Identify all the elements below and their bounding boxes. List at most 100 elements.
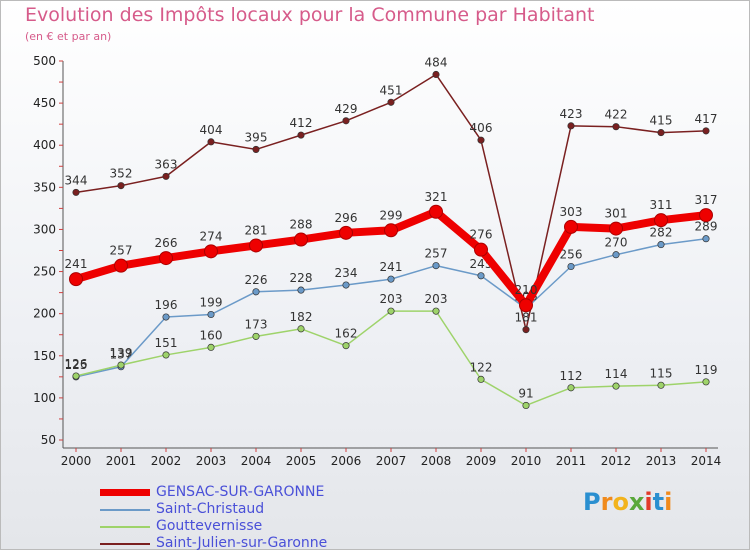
- data-point-saint-christaud: [162, 313, 170, 321]
- x-tick-label: 2005: [286, 454, 317, 468]
- data-point-gensac-sur-garonne: [384, 223, 398, 238]
- series-line-gouttevernisse: [75, 310, 707, 407]
- data-point-gouttevernisse: [522, 401, 530, 410]
- data-point-saint-christaud: [297, 286, 305, 294]
- data-label-gensac-sur-garonne: 296: [335, 211, 358, 225]
- x-tick-label: 2000: [61, 454, 92, 468]
- data-point-saint-julien-sur-garonne: [522, 326, 530, 334]
- data-label-saint-christaud: 234: [335, 266, 358, 280]
- data-point-saint-julien-sur-garonne: [117, 182, 125, 190]
- data-point-gensac-sur-garonne: [609, 221, 623, 236]
- data-label-gouttevernisse: 114: [605, 367, 628, 381]
- data-label-saint-julien-sur-garonne: 415: [650, 114, 673, 128]
- data-label-saint-julien-sur-garonne: 363: [155, 157, 178, 171]
- data-label-gensac-sur-garonne: 257: [110, 244, 133, 258]
- data-point-gouttevernisse: [297, 325, 305, 333]
- data-point-saint-christaud: [702, 235, 710, 243]
- data-label-saint-julien-sur-garonne: 484: [425, 55, 448, 69]
- data-point-gensac-sur-garonne: [519, 298, 533, 313]
- data-point-saint-christaud: [342, 281, 350, 289]
- x-tick-label: 2003: [196, 454, 227, 468]
- y-tick-label: 150: [33, 349, 56, 363]
- data-label-saint-christaud: 199: [200, 296, 223, 310]
- data-label-gouttevernisse: 91: [518, 386, 533, 400]
- data-label-gouttevernisse: 173: [245, 317, 268, 331]
- y-tick-label: 250: [33, 265, 56, 279]
- x-tick-label: 2014: [691, 454, 722, 468]
- data-label-saint-julien-sur-garonne: 422: [605, 108, 628, 122]
- data-point-gouttevernisse: [207, 343, 215, 351]
- x-tick-label: 2011: [556, 454, 587, 468]
- data-label-gensac-sur-garonne: 303: [560, 205, 583, 219]
- data-label-saint-julien-sur-garonne: 417: [695, 112, 718, 126]
- y-tick-label: 300: [33, 222, 56, 236]
- logo-letter: i: [664, 488, 673, 516]
- proxiti-logo: Proxiti: [583, 488, 672, 516]
- data-label-saint-christaud: 241: [380, 260, 403, 274]
- legend-swatch-gouttevernisse: [100, 526, 150, 528]
- data-label-saint-julien-sur-garonne: 404: [200, 123, 223, 137]
- x-tick-label: 2009: [466, 454, 497, 468]
- data-point-saint-christaud: [567, 262, 575, 271]
- data-point-saint-christaud: [477, 272, 485, 280]
- data-point-saint-julien-sur-garonne: [612, 123, 620, 131]
- data-label-gensac-sur-garonne: 266: [155, 236, 178, 250]
- data-label-gouttevernisse: 182: [290, 310, 313, 324]
- y-tick-label: 400: [33, 138, 56, 152]
- data-point-gouttevernisse: [612, 382, 620, 390]
- legend-label-saint-christaud: Saint-Christaud: [156, 501, 265, 517]
- data-label-saint-julien-sur-garonne: 344: [65, 173, 88, 187]
- data-label-gensac-sur-garonne: 274: [200, 229, 223, 243]
- data-label-gouttevernisse: 112: [560, 369, 583, 383]
- data-label-gouttevernisse: 151: [155, 336, 178, 350]
- data-label-gouttevernisse: 115: [650, 366, 673, 380]
- data-label-gensac-sur-garonne: 241: [65, 257, 88, 271]
- data-label-saint-christaud: 196: [155, 298, 178, 312]
- data-point-saint-julien-sur-garonne: [432, 70, 440, 79]
- data-point-gouttevernisse: [702, 378, 710, 386]
- data-point-gensac-sur-garonne: [564, 219, 578, 234]
- data-point-gensac-sur-garonne: [339, 225, 353, 240]
- data-point-gouttevernisse: [252, 332, 260, 340]
- data-point-saint-christaud: [252, 288, 260, 296]
- data-label-saint-julien-sur-garonne: 423: [560, 107, 583, 121]
- y-tick-label: 350: [33, 180, 56, 194]
- data-point-saint-julien-sur-garonne: [657, 129, 665, 137]
- data-label-gouttevernisse: 122: [470, 360, 493, 374]
- data-label-gensac-sur-garonne: 301: [605, 207, 628, 221]
- legend-label-gouttevernisse: Gouttevernisse: [156, 518, 263, 534]
- chart-subtitle: (en € et par an): [25, 30, 112, 43]
- logo-letter: i: [644, 488, 653, 516]
- data-label-gensac-sur-garonne: 317: [695, 193, 718, 207]
- data-point-gensac-sur-garonne: [114, 258, 128, 273]
- data-point-saint-christaud: [612, 251, 620, 259]
- data-label-gouttevernisse: 162: [335, 327, 358, 341]
- y-tick-label: 500: [33, 54, 56, 68]
- data-label-gouttevernisse: 126: [65, 357, 88, 371]
- x-tick-label: 2002: [151, 454, 182, 468]
- data-point-gouttevernisse: [567, 384, 575, 392]
- data-point-gensac-sur-garonne: [654, 213, 668, 228]
- x-tick-label: 2007: [376, 454, 407, 468]
- data-point-gensac-sur-garonne: [294, 232, 308, 247]
- data-point-saint-julien-sur-garonne: [567, 122, 575, 130]
- data-label-saint-christaud: 228: [290, 271, 313, 285]
- data-label-gensac-sur-garonne: 299: [380, 208, 403, 222]
- data-label-saint-christaud: 137: [110, 348, 133, 362]
- y-tick-label: 200: [33, 307, 56, 321]
- data-label-gensac-sur-garonne: 210: [515, 283, 538, 297]
- logo-letter: x: [628, 488, 645, 516]
- legend-swatch-gensac: [100, 489, 150, 496]
- data-label-saint-christaud: 226: [245, 273, 268, 287]
- data-label-gensac-sur-garonne: 281: [245, 223, 268, 237]
- data-point-gensac-sur-garonne: [699, 208, 713, 223]
- data-label-gouttevernisse: 203: [380, 292, 403, 306]
- data-point-saint-christaud: [657, 241, 665, 249]
- data-label-saint-julien-sur-garonne: 395: [245, 130, 268, 144]
- data-point-gouttevernisse: [117, 361, 125, 369]
- x-tick-label: 2006: [331, 454, 362, 468]
- data-label-gouttevernisse: 160: [200, 328, 223, 342]
- data-point-gensac-sur-garonne: [159, 251, 173, 266]
- data-label-gensac-sur-garonne: 321: [425, 190, 448, 204]
- data-label-gouttevernisse: 203: [425, 292, 448, 306]
